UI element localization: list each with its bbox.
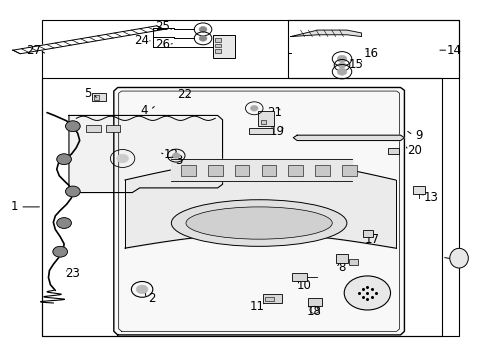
Bar — [335, 254, 347, 263]
Bar — [288, 165, 303, 176]
Bar — [412, 186, 424, 194]
Polygon shape — [290, 30, 361, 37]
Bar — [263, 294, 281, 303]
Circle shape — [199, 27, 206, 32]
Ellipse shape — [449, 248, 468, 268]
Circle shape — [136, 285, 148, 294]
Bar — [181, 165, 195, 176]
Bar — [261, 120, 265, 124]
Bar — [348, 259, 357, 265]
Bar — [288, 21, 458, 78]
Circle shape — [53, 246, 67, 257]
Ellipse shape — [185, 207, 331, 239]
Text: 26: 26 — [155, 38, 170, 51]
Bar — [362, 230, 372, 237]
Circle shape — [57, 154, 71, 165]
Text: 11: 11 — [249, 300, 264, 313]
Circle shape — [336, 55, 346, 62]
Polygon shape — [114, 87, 404, 335]
Text: 3: 3 — [175, 154, 182, 167]
Bar — [341, 165, 356, 176]
Polygon shape — [13, 26, 163, 54]
Text: 2: 2 — [148, 292, 155, 305]
Text: 22: 22 — [177, 88, 192, 101]
Bar — [215, 44, 221, 47]
Text: 8: 8 — [338, 261, 345, 274]
Bar — [315, 165, 329, 176]
Text: 4: 4 — [141, 104, 148, 117]
Bar — [42, 78, 441, 336]
Text: 12: 12 — [163, 148, 179, 161]
Text: 24: 24 — [133, 34, 148, 48]
Bar — [212, 35, 234, 58]
Bar — [86, 125, 101, 132]
Circle shape — [117, 154, 128, 163]
Text: 7: 7 — [453, 252, 461, 265]
Circle shape — [337, 62, 345, 68]
Ellipse shape — [171, 200, 346, 246]
Text: 16: 16 — [363, 47, 378, 60]
Text: 17: 17 — [364, 233, 379, 246]
Text: 14: 14 — [446, 44, 461, 57]
Text: 23: 23 — [65, 267, 80, 280]
Circle shape — [336, 68, 346, 75]
Bar — [92, 93, 106, 101]
Bar — [234, 165, 249, 176]
Bar — [261, 165, 276, 176]
Text: 9: 9 — [414, 129, 422, 142]
Circle shape — [65, 186, 80, 197]
Text: 21: 21 — [266, 106, 282, 119]
Circle shape — [172, 153, 180, 158]
Text: 13: 13 — [423, 191, 437, 204]
Bar — [215, 49, 221, 53]
Circle shape — [199, 36, 206, 41]
Ellipse shape — [344, 276, 390, 310]
Circle shape — [65, 121, 80, 132]
Bar — [215, 39, 221, 42]
Text: 20: 20 — [406, 144, 421, 157]
Bar — [258, 111, 273, 126]
Text: 1: 1 — [11, 201, 18, 213]
Polygon shape — [69, 116, 222, 193]
Text: 18: 18 — [305, 306, 321, 319]
Bar — [105, 125, 120, 132]
Bar — [264, 297, 273, 301]
Text: 27: 27 — [26, 44, 41, 57]
Bar — [249, 128, 272, 134]
Circle shape — [250, 105, 258, 111]
Text: 5: 5 — [83, 87, 91, 100]
Text: 19: 19 — [269, 125, 285, 138]
Bar — [292, 273, 306, 281]
Bar — [387, 148, 398, 154]
Text: 15: 15 — [347, 58, 363, 71]
Text: 10: 10 — [296, 279, 311, 292]
Bar — [42, 21, 458, 336]
Bar — [94, 95, 99, 100]
Text: 25: 25 — [155, 20, 170, 33]
Circle shape — [57, 218, 71, 228]
Text: 6: 6 — [357, 290, 365, 303]
Polygon shape — [293, 135, 404, 140]
Bar — [307, 298, 321, 306]
Bar — [207, 165, 222, 176]
